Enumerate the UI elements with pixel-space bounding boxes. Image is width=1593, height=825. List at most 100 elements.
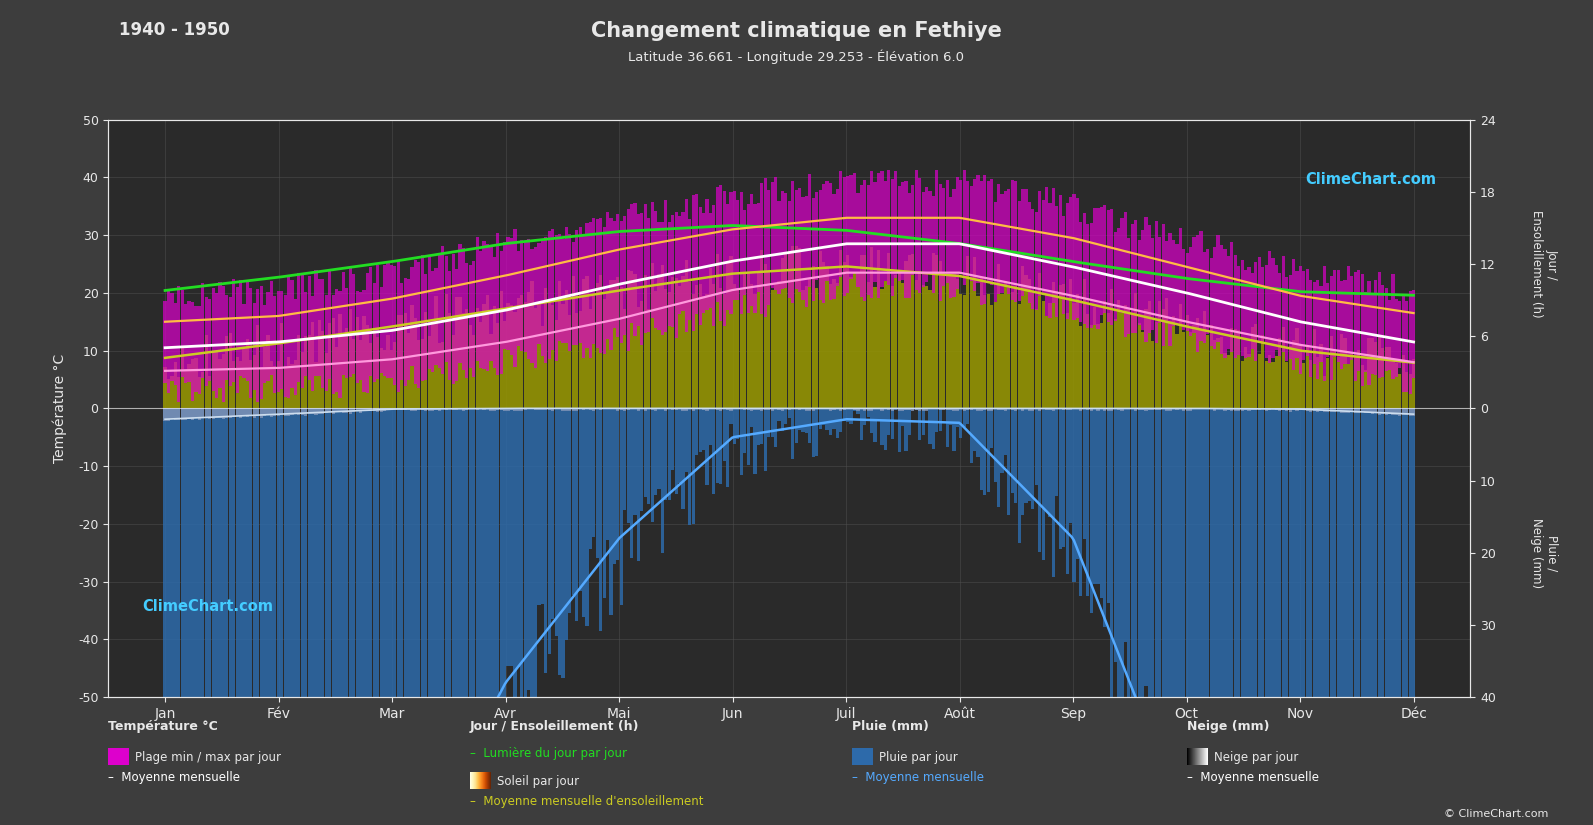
Bar (760, 408, 763, 445)
Bar (554, 235, 558, 361)
Bar (1164, 241, 1168, 322)
Text: Neige (mm): Neige (mm) (1187, 720, 1270, 733)
Bar (781, 257, 784, 408)
Bar (1309, 280, 1313, 377)
Bar (483, 408, 486, 409)
Bar (236, 287, 239, 394)
Bar (167, 379, 170, 408)
Bar (180, 290, 183, 377)
Bar (908, 408, 911, 410)
Bar (1110, 289, 1114, 408)
Bar (808, 174, 811, 287)
Bar (1388, 408, 1391, 414)
Bar (846, 408, 849, 422)
Bar (1066, 408, 1069, 574)
Bar (218, 282, 221, 388)
Bar (1238, 408, 1241, 825)
Bar (753, 204, 757, 313)
Bar (822, 262, 825, 408)
Bar (164, 408, 167, 825)
Bar (468, 265, 472, 367)
Bar (965, 408, 969, 410)
Bar (212, 408, 215, 418)
Bar (483, 241, 486, 369)
Bar (1212, 340, 1215, 408)
Bar (530, 408, 534, 724)
Bar (870, 408, 873, 433)
Bar (706, 408, 709, 411)
Bar (363, 290, 366, 392)
Bar (1268, 251, 1271, 363)
Text: ClimeChart.com: ClimeChart.com (1305, 172, 1437, 186)
Bar (1203, 408, 1206, 825)
Bar (167, 408, 170, 825)
Bar (1220, 337, 1223, 408)
Bar (266, 335, 269, 408)
Bar (495, 233, 499, 375)
Bar (1257, 354, 1260, 408)
Bar (1161, 224, 1164, 346)
Bar (1185, 408, 1188, 411)
Bar (1375, 408, 1378, 413)
Bar (363, 316, 366, 408)
Bar (1117, 408, 1120, 727)
Bar (873, 287, 876, 408)
Bar (338, 291, 341, 398)
Bar (185, 304, 188, 383)
Bar (387, 408, 390, 410)
Bar (1031, 293, 1034, 408)
Bar (1395, 363, 1399, 408)
Bar (1289, 408, 1292, 412)
Bar (174, 408, 177, 420)
Bar (1114, 232, 1117, 321)
Bar (1027, 408, 1031, 502)
Bar (1271, 408, 1274, 825)
Bar (610, 280, 613, 408)
Bar (382, 265, 386, 376)
Bar (1271, 257, 1274, 358)
Bar (1292, 408, 1295, 825)
Bar (1384, 288, 1388, 370)
Bar (212, 289, 215, 391)
Bar (750, 408, 753, 427)
Bar (1152, 408, 1155, 825)
Bar (408, 280, 409, 380)
Bar (444, 295, 448, 408)
Bar (462, 314, 465, 408)
Bar (1340, 280, 1343, 369)
Bar (349, 267, 352, 377)
Bar (688, 408, 691, 525)
Bar (959, 180, 962, 274)
Bar (1039, 408, 1042, 552)
Bar (1035, 212, 1039, 310)
Bar (510, 305, 513, 408)
Bar (715, 408, 718, 483)
Bar (545, 408, 548, 673)
Bar (1223, 353, 1227, 408)
Bar (325, 352, 328, 408)
Bar (489, 334, 492, 408)
Bar (581, 233, 585, 358)
Bar (890, 285, 894, 408)
Bar (1238, 408, 1241, 411)
Bar (1176, 408, 1179, 825)
Bar (472, 261, 475, 377)
Bar (637, 307, 640, 408)
Bar (1295, 408, 1298, 412)
Bar (777, 408, 781, 422)
Bar (277, 408, 280, 825)
Bar (828, 408, 832, 411)
Bar (1004, 280, 1007, 408)
Text: –  Moyenne mensuelle: – Moyenne mensuelle (1187, 771, 1319, 785)
Bar (881, 408, 884, 411)
Bar (1188, 408, 1192, 411)
Bar (280, 291, 284, 389)
Bar (1319, 408, 1322, 411)
Bar (204, 297, 207, 386)
Bar (537, 243, 540, 344)
Bar (492, 306, 495, 408)
Bar (468, 408, 472, 733)
Bar (387, 408, 390, 825)
Bar (977, 175, 980, 283)
Bar (290, 280, 293, 388)
